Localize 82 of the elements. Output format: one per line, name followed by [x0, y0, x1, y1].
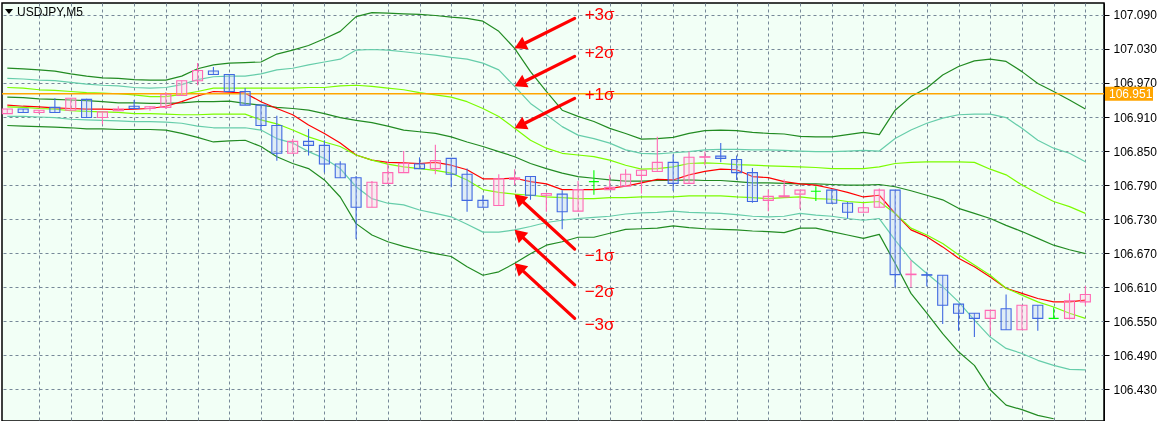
- candlestick: [461, 168, 473, 213]
- y-tick-label: 106.670: [1113, 246, 1158, 261]
- candlestick: [1032, 304, 1044, 332]
- candlestick: [667, 153, 679, 192]
- candlestick: [699, 151, 711, 166]
- candlestick: [493, 173, 505, 207]
- y-tick-label: 106.550: [1113, 314, 1158, 329]
- candlestick: [1079, 285, 1091, 307]
- candlestick: [413, 156, 426, 170]
- line-series: [6, 48, 1086, 163]
- line-series: [6, 84, 1086, 215]
- y-tick-label: 107.030: [1113, 42, 1158, 57]
- candlestick: [398, 150, 410, 174]
- candlestick: [1016, 304, 1028, 331]
- candlestick: [65, 97, 77, 111]
- candlestick: [762, 189, 774, 212]
- candlestick: [778, 178, 790, 198]
- line-series: [6, 124, 1055, 420]
- candlestick: [842, 201, 854, 220]
- candlestick: [556, 189, 568, 230]
- candlestick: [794, 189, 806, 210]
- candlestick: [334, 160, 346, 179]
- candlestick: [937, 274, 949, 325]
- candlestick: [366, 180, 378, 208]
- candlestick: [192, 62, 204, 86]
- candlestick: [477, 194, 489, 208]
- annotation: +2σ: [584, 43, 616, 63]
- candlestick: [810, 185, 822, 202]
- y-tick-label: 106.430: [1113, 382, 1158, 397]
- candlestick: [588, 169, 600, 196]
- candlestick: [112, 105, 124, 112]
- candlestick: [350, 175, 362, 240]
- candlestick: [429, 144, 441, 175]
- annotation: −3σ: [584, 315, 616, 335]
- candlestick: [1, 108, 13, 115]
- candlestick: [128, 99, 140, 110]
- candlestick: [952, 303, 965, 332]
- candlestick: [746, 167, 758, 204]
- candlestick: [33, 109, 45, 115]
- annotation: +3σ: [584, 5, 616, 25]
- candlestick: [984, 309, 996, 336]
- annotation: −1σ: [584, 246, 616, 266]
- candlestick: [572, 180, 584, 212]
- candlestick: [524, 176, 537, 201]
- candlestick: [1000, 293, 1012, 331]
- candlestick: [540, 193, 552, 213]
- candlestick: [144, 105, 156, 112]
- candlestick: [49, 97, 61, 114]
- y-tick-label: 106.790: [1113, 178, 1158, 193]
- candlestick: [651, 136, 663, 172]
- annotation: −2σ: [584, 281, 616, 301]
- y-tick-label: 107.090: [1113, 8, 1158, 23]
- candlestick: [271, 115, 283, 162]
- y-tick-label: 106.910: [1113, 110, 1158, 125]
- candlestick: [635, 169, 648, 195]
- candlestick: [239, 87, 251, 106]
- y-tick-label: 106.730: [1113, 212, 1158, 227]
- candlestick: [160, 91, 172, 110]
- candlestick: [905, 259, 917, 288]
- y-tick-label: 106.850: [1113, 144, 1158, 159]
- candlestick: [1063, 292, 1076, 321]
- ref-line-label: 106.951: [1109, 87, 1153, 102]
- candlestick: [683, 151, 695, 184]
- candlestick: [857, 202, 869, 213]
- candlestick: [921, 271, 933, 288]
- candlestick: [255, 104, 267, 131]
- y-tick-label: 106.610: [1113, 280, 1158, 295]
- chart-title: USDJPY,M5: [17, 5, 84, 19]
- y-tick-label: 106.490: [1113, 348, 1158, 363]
- candlestick: [968, 312, 980, 338]
- line-series: [6, 115, 1086, 371]
- candlestick: [318, 139, 330, 174]
- candlestick: [715, 142, 727, 163]
- candlestick: [302, 128, 315, 157]
- candlestick: [731, 155, 743, 181]
- candlestick: [889, 189, 901, 288]
- candlestick: [509, 168, 521, 186]
- candlestick: [382, 161, 394, 184]
- candlestick: [604, 174, 616, 191]
- candlestick: [81, 98, 93, 119]
- candlestick: [445, 157, 457, 188]
- candlestick: [873, 187, 885, 208]
